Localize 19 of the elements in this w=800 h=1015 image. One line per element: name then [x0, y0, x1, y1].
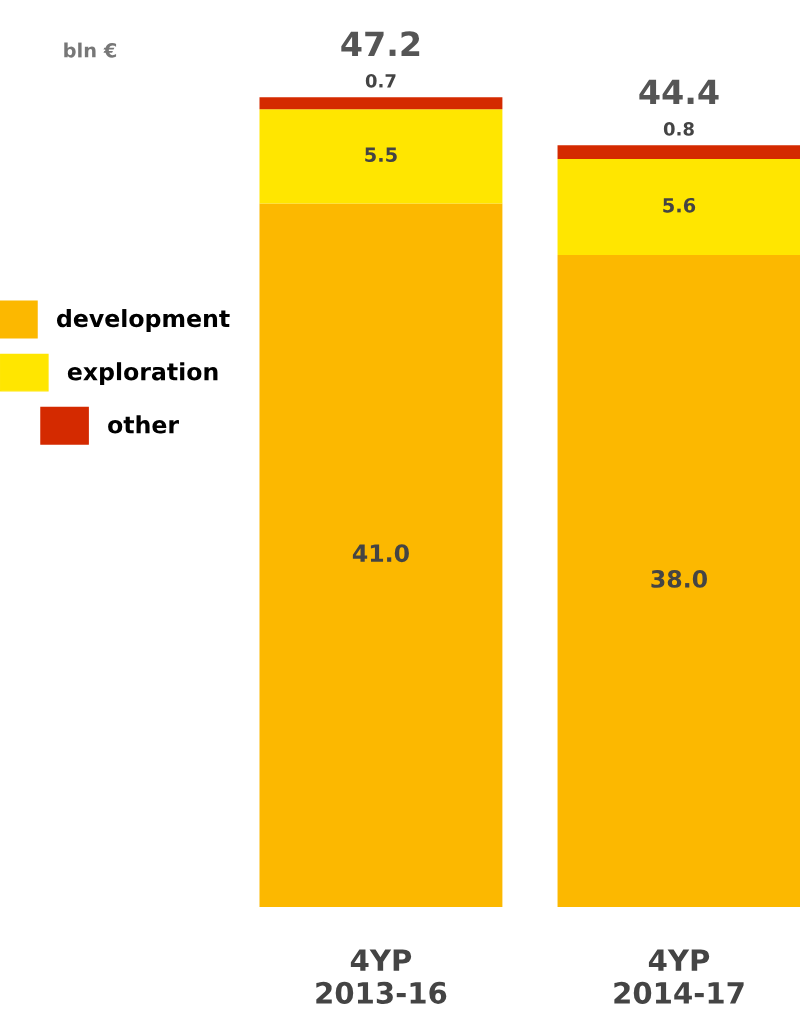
data-label: 38.0 [651, 570, 707, 588]
bar [259, 97, 503, 110]
data-label: 5.5 [365, 147, 397, 163]
data-label: 41.0 [352, 544, 409, 563]
x-tick-label: 4YP 2013-16 [316, 949, 447, 1004]
bar [557, 255, 800, 907]
x-tick-label: 4YP 2014-17 [614, 949, 744, 1004]
total-label: 47.2 [341, 31, 420, 56]
data-label: 0.7 [365, 74, 396, 88]
bar [259, 109, 503, 204]
bar [557, 145, 800, 159]
bar [557, 158, 800, 256]
legend-label: other [108, 415, 179, 434]
text: bln € [64, 42, 117, 58]
legend-label: development [56, 309, 230, 332]
total-label: 44.4 [639, 79, 719, 104]
data-label: 5.6 [663, 197, 696, 213]
legend-label: exploration [67, 362, 218, 386]
data-label: 0.8 [663, 122, 694, 136]
